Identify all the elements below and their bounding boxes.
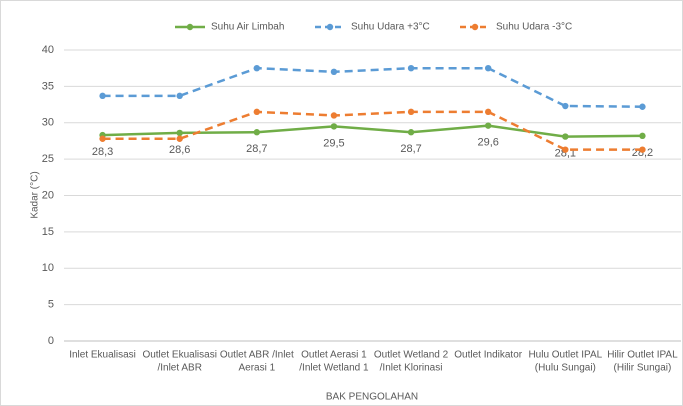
data-label: 29,6 xyxy=(477,137,498,149)
x-tick-label: (Hilir Sungai) xyxy=(614,363,672,374)
point xyxy=(253,64,261,72)
x-tick-label: /Inlet Klorinasi xyxy=(380,363,443,374)
x-tick-label: Outlet Aerasi 1 xyxy=(301,350,367,361)
point xyxy=(330,112,338,119)
series-line xyxy=(102,66,643,108)
data-label: 28,7 xyxy=(246,143,267,155)
y-tick-label: 0 xyxy=(48,335,54,347)
point xyxy=(639,146,646,153)
data-label: 29,5 xyxy=(323,137,344,149)
y-tick-label: 25 xyxy=(42,153,54,165)
series-line xyxy=(102,124,643,138)
point xyxy=(484,64,492,72)
point xyxy=(176,92,183,100)
point xyxy=(407,64,415,72)
data-label: 28,7 xyxy=(400,143,421,155)
point xyxy=(484,108,492,116)
legend-marker xyxy=(186,23,194,31)
x-tick-label: Aerasi 1 xyxy=(238,363,275,374)
x-tick-label: Hilir Outlet IPAL xyxy=(607,350,678,361)
x-tick-label: Outlet ABR /Inlet xyxy=(220,350,294,361)
x-tick-label: Outlet Wetland 2 xyxy=(374,350,449,361)
y-axis-title: Kadar (°C) xyxy=(30,171,41,218)
legend-label: Suhu Udara +3°C xyxy=(351,22,430,33)
point xyxy=(330,123,338,130)
point xyxy=(253,129,261,136)
data-label: 28,3 xyxy=(92,146,113,158)
point xyxy=(253,108,261,116)
x-tick-label: Outlet Indikator xyxy=(454,350,522,361)
series-line xyxy=(102,110,643,151)
x-tick-label: Inlet Ekualisasi xyxy=(69,350,136,361)
point xyxy=(99,135,106,142)
x-tick-label: /Inlet ABR xyxy=(157,363,201,374)
point xyxy=(562,133,569,140)
point xyxy=(484,122,492,129)
point xyxy=(99,92,106,100)
point xyxy=(330,68,338,76)
data-label: 28,6 xyxy=(169,144,190,156)
point xyxy=(176,129,183,137)
x-tick-label: Hulu Outlet IPAL xyxy=(528,350,602,361)
x-tick-label: Outlet Ekualisasi xyxy=(142,350,216,361)
legend-label: Suhu Udara -3°C xyxy=(496,22,572,33)
y-tick-label: 40 xyxy=(42,44,54,56)
y-tick-label: 30 xyxy=(42,117,54,129)
point xyxy=(639,103,646,110)
x-axis-title: BAK PENGOLAHAN xyxy=(326,392,418,403)
point xyxy=(407,129,415,136)
point xyxy=(562,102,569,110)
point xyxy=(562,146,569,153)
legend-marker xyxy=(471,23,479,31)
y-tick-label: 35 xyxy=(42,80,54,92)
y-tick-label: 15 xyxy=(42,226,54,238)
legend-marker xyxy=(326,23,334,31)
point xyxy=(407,108,415,116)
y-tick-label: 10 xyxy=(42,262,54,274)
legend-label: Suhu Air Limbah xyxy=(211,22,284,33)
point xyxy=(176,135,183,142)
x-tick-label: /Inlet Wetland 1 xyxy=(299,363,369,374)
y-tick-label: 5 xyxy=(48,299,54,311)
x-tick-label: (Hulu Sungai) xyxy=(535,363,596,374)
y-tick-label: 20 xyxy=(42,189,54,201)
point xyxy=(639,132,646,140)
